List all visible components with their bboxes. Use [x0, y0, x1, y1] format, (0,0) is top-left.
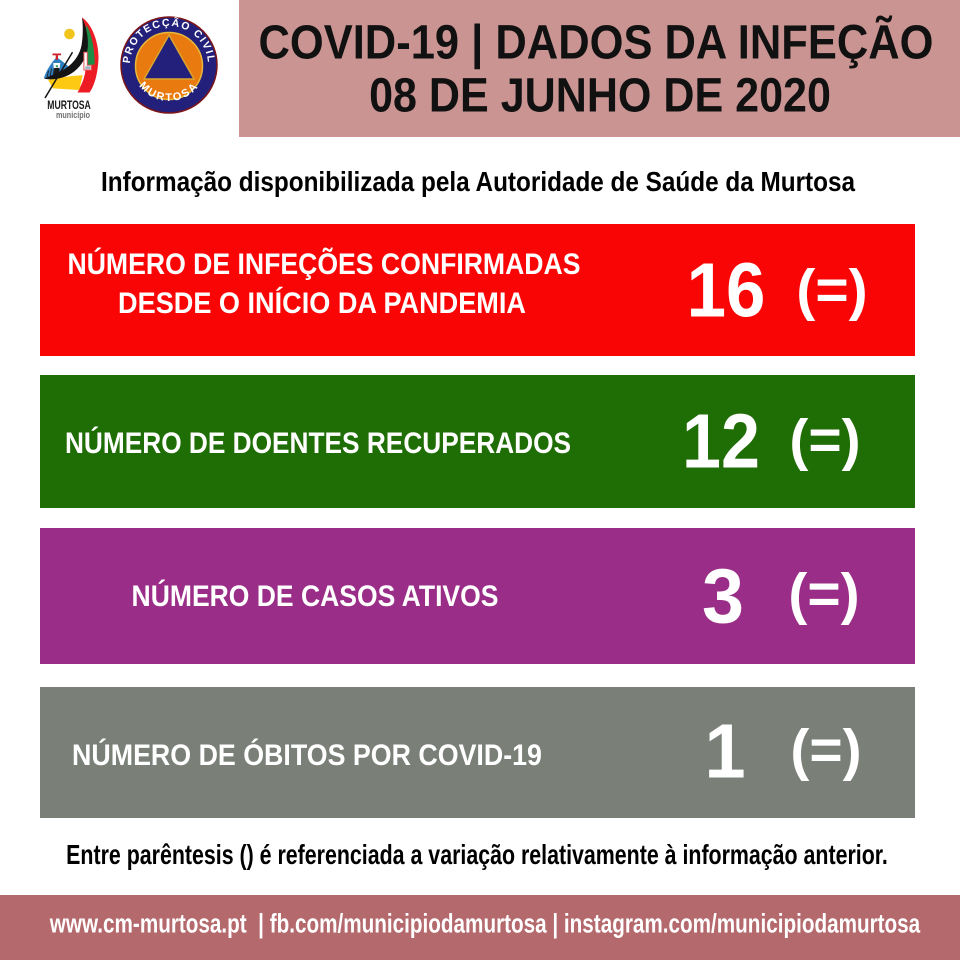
svg-text:município: município: [56, 110, 90, 120]
svg-text:MURTOSA: MURTOSA: [47, 98, 91, 112]
